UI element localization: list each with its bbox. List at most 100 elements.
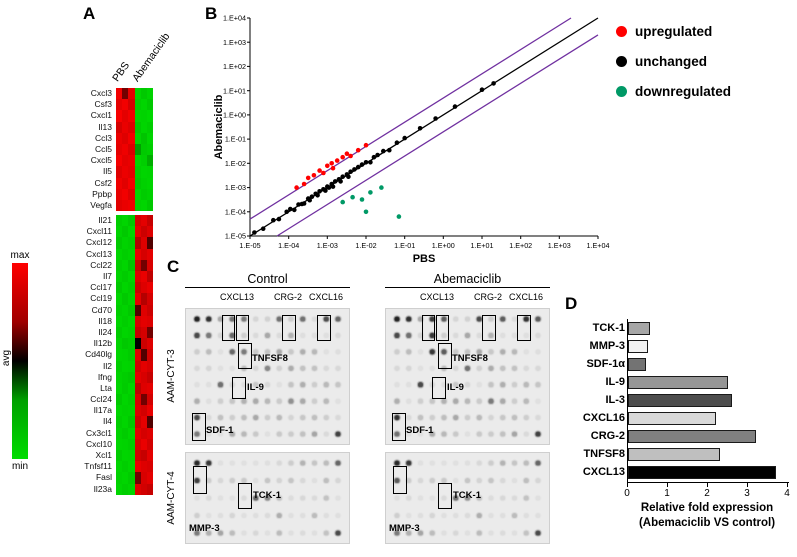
heatmap-cell xyxy=(140,405,147,417)
heatmap-cell xyxy=(116,188,123,200)
heatmap-cell xyxy=(140,315,147,327)
heatmap-cell xyxy=(146,427,154,439)
heatmap-cell xyxy=(134,293,141,305)
heatmap-cell xyxy=(146,461,154,473)
heatmap-cell xyxy=(128,338,135,350)
heatmap-cell xyxy=(122,304,129,316)
gene-label: Ccl19 xyxy=(90,293,112,304)
heatmap-cell xyxy=(128,259,135,271)
bar-category-label: TCK-1 xyxy=(592,322,625,334)
heatmap-cell xyxy=(116,382,123,395)
heatmap-cell xyxy=(140,472,147,484)
heatmap-cell xyxy=(128,143,135,156)
heatmap-cell xyxy=(146,472,154,484)
scatter-ylabel: Abemaciclib xyxy=(213,94,225,159)
heatmap-cell xyxy=(140,293,147,305)
heatmap-cell xyxy=(146,177,154,189)
legend-item-downregulated: downregulated xyxy=(616,80,731,102)
gene-label: Csf3 xyxy=(94,99,112,110)
scatter-svg: 1.E-051.E-05 1.E-04 1.E-04 1.E-03 1.E-03 1.E-… xyxy=(213,14,609,265)
bar-mmp-3 xyxy=(628,340,648,353)
legend-dot-unchanged xyxy=(616,55,627,67)
heatmap-row: Il5 xyxy=(60,166,154,178)
heatmap-cell xyxy=(134,382,141,395)
gene-label: Il17a xyxy=(93,405,112,416)
heatmap-cell xyxy=(122,121,129,133)
heatmap-cell xyxy=(116,472,123,484)
blot-annotation: IL-9 xyxy=(247,382,264,393)
blot-col-label: CXCL13 xyxy=(219,292,255,302)
heatmap-cell xyxy=(116,166,123,178)
heatmap-cell xyxy=(134,394,141,406)
heatmap-cell xyxy=(134,199,141,212)
heatmap-cell xyxy=(140,349,147,361)
bar-il-3 xyxy=(628,394,732,407)
heatmap-cell xyxy=(146,483,154,495)
heatmap-cell xyxy=(128,304,135,316)
blot-marker-box xyxy=(517,315,531,341)
blot-annotation: SDF-1 xyxy=(406,425,434,436)
heatmap-cell xyxy=(128,416,135,428)
bar-category-label: CXCL16 xyxy=(582,412,625,424)
heatmap-row: Cxcl13 xyxy=(60,248,154,260)
heatmap-cell xyxy=(140,132,147,144)
gene-label: Ccl22 xyxy=(90,259,112,270)
gene-label: Il12b xyxy=(93,338,112,349)
heatmap-cell xyxy=(122,315,129,327)
heatmap-col-pbs-label: PBS xyxy=(110,59,133,84)
gene-label: Il2 xyxy=(103,360,112,371)
heatmap-cell xyxy=(140,438,147,450)
bar-x-axis xyxy=(627,482,789,483)
heatmap-cell xyxy=(116,371,123,383)
bar-x-tick xyxy=(667,483,668,487)
heatmap-cell xyxy=(116,405,123,417)
heatmap-cell xyxy=(146,405,154,417)
bar-chart: TCK-1 MMP-3 SDF-1α IL-9 IL-3 CXCL16 CRG-2 TNFSF… xyxy=(570,319,797,557)
heatmap-cell xyxy=(134,121,141,133)
heatmap-cell xyxy=(116,338,123,350)
svg-text:1.E+01: 1.E+01 xyxy=(471,241,494,250)
heatmap-row: Il2 xyxy=(60,360,154,372)
heatmap-row: Ppbp xyxy=(60,188,154,200)
heatmap-cell xyxy=(128,438,135,450)
bar-tck-1 xyxy=(628,322,650,335)
heatmap-row: Cxcl11 xyxy=(60,226,154,238)
bar-x-tick xyxy=(707,483,708,487)
blot-annotation: MMP-3 xyxy=(189,523,220,534)
bar-cxcl13 xyxy=(628,466,776,479)
heatmap-cell xyxy=(122,155,129,167)
heatmap-cell xyxy=(128,121,135,133)
heatmap-cell xyxy=(134,132,141,144)
heatmap-cell xyxy=(122,427,129,439)
heatmap-cell xyxy=(116,326,123,339)
gene-label: Tnfsf11 xyxy=(84,461,112,472)
heatmap-cell xyxy=(146,215,154,227)
heatmap-cell xyxy=(128,472,135,484)
heatmap-cell xyxy=(116,293,123,305)
heatmap-cell xyxy=(122,215,129,227)
heatmap-cell xyxy=(116,199,123,212)
blot-marker-box xyxy=(193,466,207,494)
heatmap-cell xyxy=(122,438,129,450)
panel-c-label: C xyxy=(167,257,180,276)
heatmap-cell xyxy=(116,155,123,167)
gene-label: Ccl5 xyxy=(94,143,112,154)
heatmap-cell xyxy=(146,349,154,361)
heatmap-row: Ccl22 xyxy=(60,259,154,271)
heatmap-cell xyxy=(140,416,147,428)
heatmap-cell xyxy=(134,88,141,100)
heatmap-cell xyxy=(134,472,141,484)
heatmap-cell xyxy=(116,88,123,100)
scatter-xlabel: PBS xyxy=(413,253,436,265)
heatmap-cell xyxy=(134,248,141,260)
gene-label: Il23a xyxy=(93,483,112,494)
svg-text:1.E-03: 1.E-03 xyxy=(317,241,338,250)
heatmap-cell xyxy=(146,338,154,350)
blot-annotation: TNFSF8 xyxy=(252,353,288,364)
heatmap-row: Ccl3 xyxy=(60,132,154,144)
bar-category-label: SDF-1α xyxy=(586,358,625,370)
svg-text:1.E-05: 1.E-05 xyxy=(225,232,246,241)
gene-label: Il5 xyxy=(103,166,112,177)
bar-tnfsf8 xyxy=(628,448,720,461)
heatmap-cell xyxy=(122,188,129,200)
